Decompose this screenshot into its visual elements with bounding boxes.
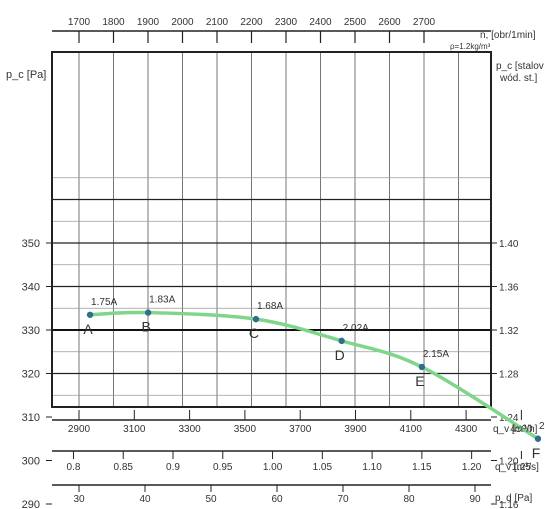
pd-tick-label: 60 (271, 494, 283, 505)
right-tick-label: 1.28 (499, 370, 519, 381)
operating-point-marker (418, 363, 426, 371)
qv-m3h-tick-label: 3900 (344, 424, 367, 435)
left-tick-label: 350 (22, 238, 40, 250)
left-tick-label: 330 (22, 325, 40, 337)
right-axis-label-line2: wód. st.] (499, 73, 537, 84)
top-tick-label: 1700 (68, 17, 91, 28)
left-axis-label: p_c [Pa] (6, 69, 46, 81)
current-label: 2.15A (423, 349, 449, 360)
right-tick-label: 1.40 (499, 239, 519, 250)
point-letter-label: D (335, 347, 345, 363)
pd-tick-label: 30 (73, 494, 85, 505)
operating-point-marker (534, 435, 542, 442)
point-letter-label: A (83, 321, 93, 337)
current-label: 1.75A (91, 297, 117, 308)
qv-m3h-tick-label: 4300 (455, 424, 478, 435)
pd-tick-label: 90 (469, 494, 481, 505)
left-tick-label: 310 (22, 412, 40, 424)
qv-m3h-tick-label: 3700 (289, 424, 312, 435)
point-letter-label: B (141, 319, 150, 335)
left-tick-label: 290 (22, 499, 40, 509)
left-tick-label: 320 (22, 369, 40, 381)
top-tick-label: 2700 (413, 17, 436, 28)
qv-m3h-tick-label: 4100 (400, 424, 423, 435)
qv-m3h-axis-label: q_v [m³/h] (493, 424, 538, 435)
operating-point-marker (338, 337, 345, 345)
point-letter-label: E (415, 373, 424, 389)
top-tick-label: 2500 (344, 17, 367, 28)
top-axis-label: n, [obr/1min] (480, 30, 536, 41)
density-label: ρ=1.2kg/m³ (450, 42, 491, 51)
right-tick-label: 1.20 (499, 457, 519, 468)
top-tick-label: 2100 (206, 17, 229, 28)
top-tick-label: 2000 (171, 17, 194, 28)
pd-axis-label: p_d [Pa] (495, 493, 532, 504)
current-label: 1.83A (149, 295, 175, 306)
qv-m3s-tick-label: 0.8 (67, 462, 81, 473)
right-tick-label: 1.16 (499, 500, 519, 509)
qv-m3s-tick-label: 1.25 (512, 462, 532, 473)
left-axis: 350 340 330 320 310 300 290 (22, 238, 52, 509)
qv-m3s-tick-label: 1.20 (462, 462, 482, 473)
operating-point-marker (86, 311, 94, 318)
qv-m3h-tick-label: 3500 (234, 424, 257, 435)
left-tick-label: 340 (22, 282, 40, 294)
pd-tick-label: 40 (139, 494, 151, 505)
qv-m3h-tick-label: 2900 (68, 424, 91, 435)
pd-tick-label: 50 (205, 494, 217, 505)
pd-tick-label: 70 (337, 494, 349, 505)
right-tick-label: 1.32 (499, 326, 519, 337)
left-tick-label: 300 (22, 456, 40, 468)
right-axis-label-line1: p_c [stalov (496, 61, 544, 72)
plot-frame (51, 51, 492, 408)
qv-m3h-tick-label: 3300 (178, 424, 201, 435)
top-tick-label: 1900 (137, 17, 160, 28)
qv-m3h-tick-label: 3100 (123, 424, 146, 435)
current-label: 1.68A (257, 301, 283, 312)
series: 1.75A A 1.83A B 1.68A C 2.02A D 2.15A E 2.24A F (83, 295, 545, 461)
operating-point-marker (144, 309, 152, 316)
top-tick-label: 2400 (309, 17, 332, 28)
current-label: 2.24A (539, 421, 545, 432)
point-letter-label: C (249, 325, 259, 341)
point-letter-label: F (532, 445, 541, 461)
qv-m3s-tick-label: 1.10 (362, 462, 382, 473)
qv-m3s-tick-label: 0.85 (114, 462, 134, 473)
top-tick-label: 2200 (240, 17, 263, 28)
top-tick-label: 2300 (275, 17, 298, 28)
right-tick-label: 1.36 (499, 283, 519, 294)
grid (52, 52, 491, 407)
qv-m3s-tick-label: 1.05 (313, 462, 333, 473)
top-axis: 1700 1800 1900 2000 2100 2200 2300 2400 2500 2600… (52, 17, 491, 43)
pd-tick-label: 80 (403, 494, 415, 505)
qv-m3s-tick-label: 1.00 (263, 462, 283, 473)
top-tick-label: 1800 (102, 17, 125, 28)
current-label: 2.02A (343, 323, 369, 334)
top-tick-label: 2600 (378, 17, 401, 28)
qv-m3s-axis-label: q_v [m³/s] (495, 462, 539, 473)
qv-m3s-tick-label: 0.9 (166, 462, 180, 473)
qv-m3s-tick-label: 1.15 (412, 462, 432, 473)
operating-point-marker (252, 315, 260, 323)
qv-m3s-tick-label: 0.95 (213, 462, 233, 473)
